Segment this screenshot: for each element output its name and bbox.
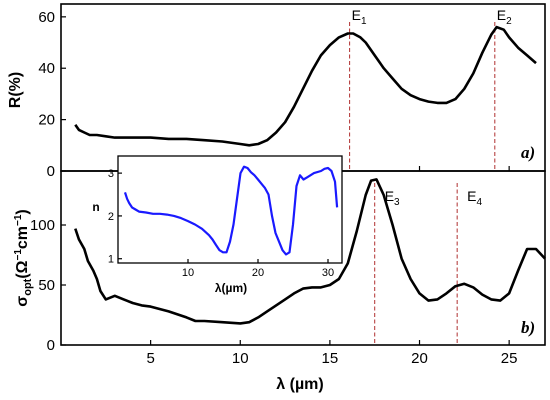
panel-b-conductivity-line [74,178,546,325]
panel-a-y-tick-label: 0 [47,163,55,180]
panel-a-y-tick-label: 60 [38,9,55,26]
panel-b-y-tick-label: 0 [47,337,55,354]
panel-b-tag: b) [521,318,535,337]
panel-a-y-tick-label: 20 [38,112,55,129]
panel-a-y-tick-label: 40 [38,60,55,77]
units-open: (Ω [14,260,31,278]
panel-a-marker-label: E2 [497,7,512,27]
panel-b-y-ticks: 0 50 100 [30,217,66,354]
panel-b-x-tick-label: 5 [146,350,154,367]
marker-subscript: 2 [506,16,512,27]
panel-b-marker-label: E3 [385,188,400,208]
sigma-subscript: opt [22,278,34,295]
marker-letter: E [497,7,506,23]
panel-b-x-tick-label: 20 [411,350,428,367]
panel-b-y-tick-label: 50 [38,277,55,294]
marker-letter: E [352,7,361,23]
panel-b-x-tick-label: 10 [232,350,249,367]
inset-x-tick-label: 20 [252,267,264,279]
panel-b-marker-label: E4 [467,188,482,208]
marker-subscript: 4 [477,197,483,208]
panel-a-markers: E1 E2 [349,7,512,171]
panel-a-y-ticks: 0 20 40 60 [38,9,66,180]
inset-y-tick-label: 2 [108,211,114,223]
units-sup-2: −1 [13,214,24,226]
units-sup-1: −1 [13,249,24,261]
inset-y-axis-title: n [92,200,99,214]
panel-a-y-axis-title: R(%) [7,72,24,108]
inset-x-axis-title: λ(µm) [215,281,247,295]
inset-x-tick-label: 30 [322,267,334,279]
sigma-symbol: σ [14,296,31,307]
panel-b-y-tick-label: 100 [30,217,55,234]
marker-subscript: 3 [394,197,400,208]
inset-y-tick-label: 3 [108,168,114,180]
inset-x-ticks: 10 20 30 [182,259,334,279]
x-axis-title: λ (µm) [276,376,323,393]
inset-frame [117,155,343,264]
marker-subscript: 1 [361,16,367,27]
inset-y-ticks: 1 2 3 [108,168,122,266]
units-close: ) [14,209,31,214]
inset-refractive-index-line [123,165,339,256]
panel-b-markers: E3 E4 [374,183,483,345]
panel-a-reflectance-line [74,25,537,147]
panel-a-tag: a) [521,143,535,162]
marker-letter: E [385,188,394,204]
units-cm: cm [14,226,31,249]
panel-b-y-axis-title: σopt(Ω−1cm−1) [13,209,34,306]
inset: 1 2 3 10 20 30 n λ(µm) [92,155,343,295]
panel-b-x-tick-label: 25 [501,350,518,367]
panel-b-x-ticks: 5 10 15 20 25 [146,340,517,367]
panel-a-marker-label: E1 [352,7,367,27]
panel-b-x-tick-label: 15 [322,350,339,367]
marker-letter: E [467,188,476,204]
inset-x-tick-label: 10 [182,267,194,279]
inset-y-tick-label: 1 [108,254,114,266]
